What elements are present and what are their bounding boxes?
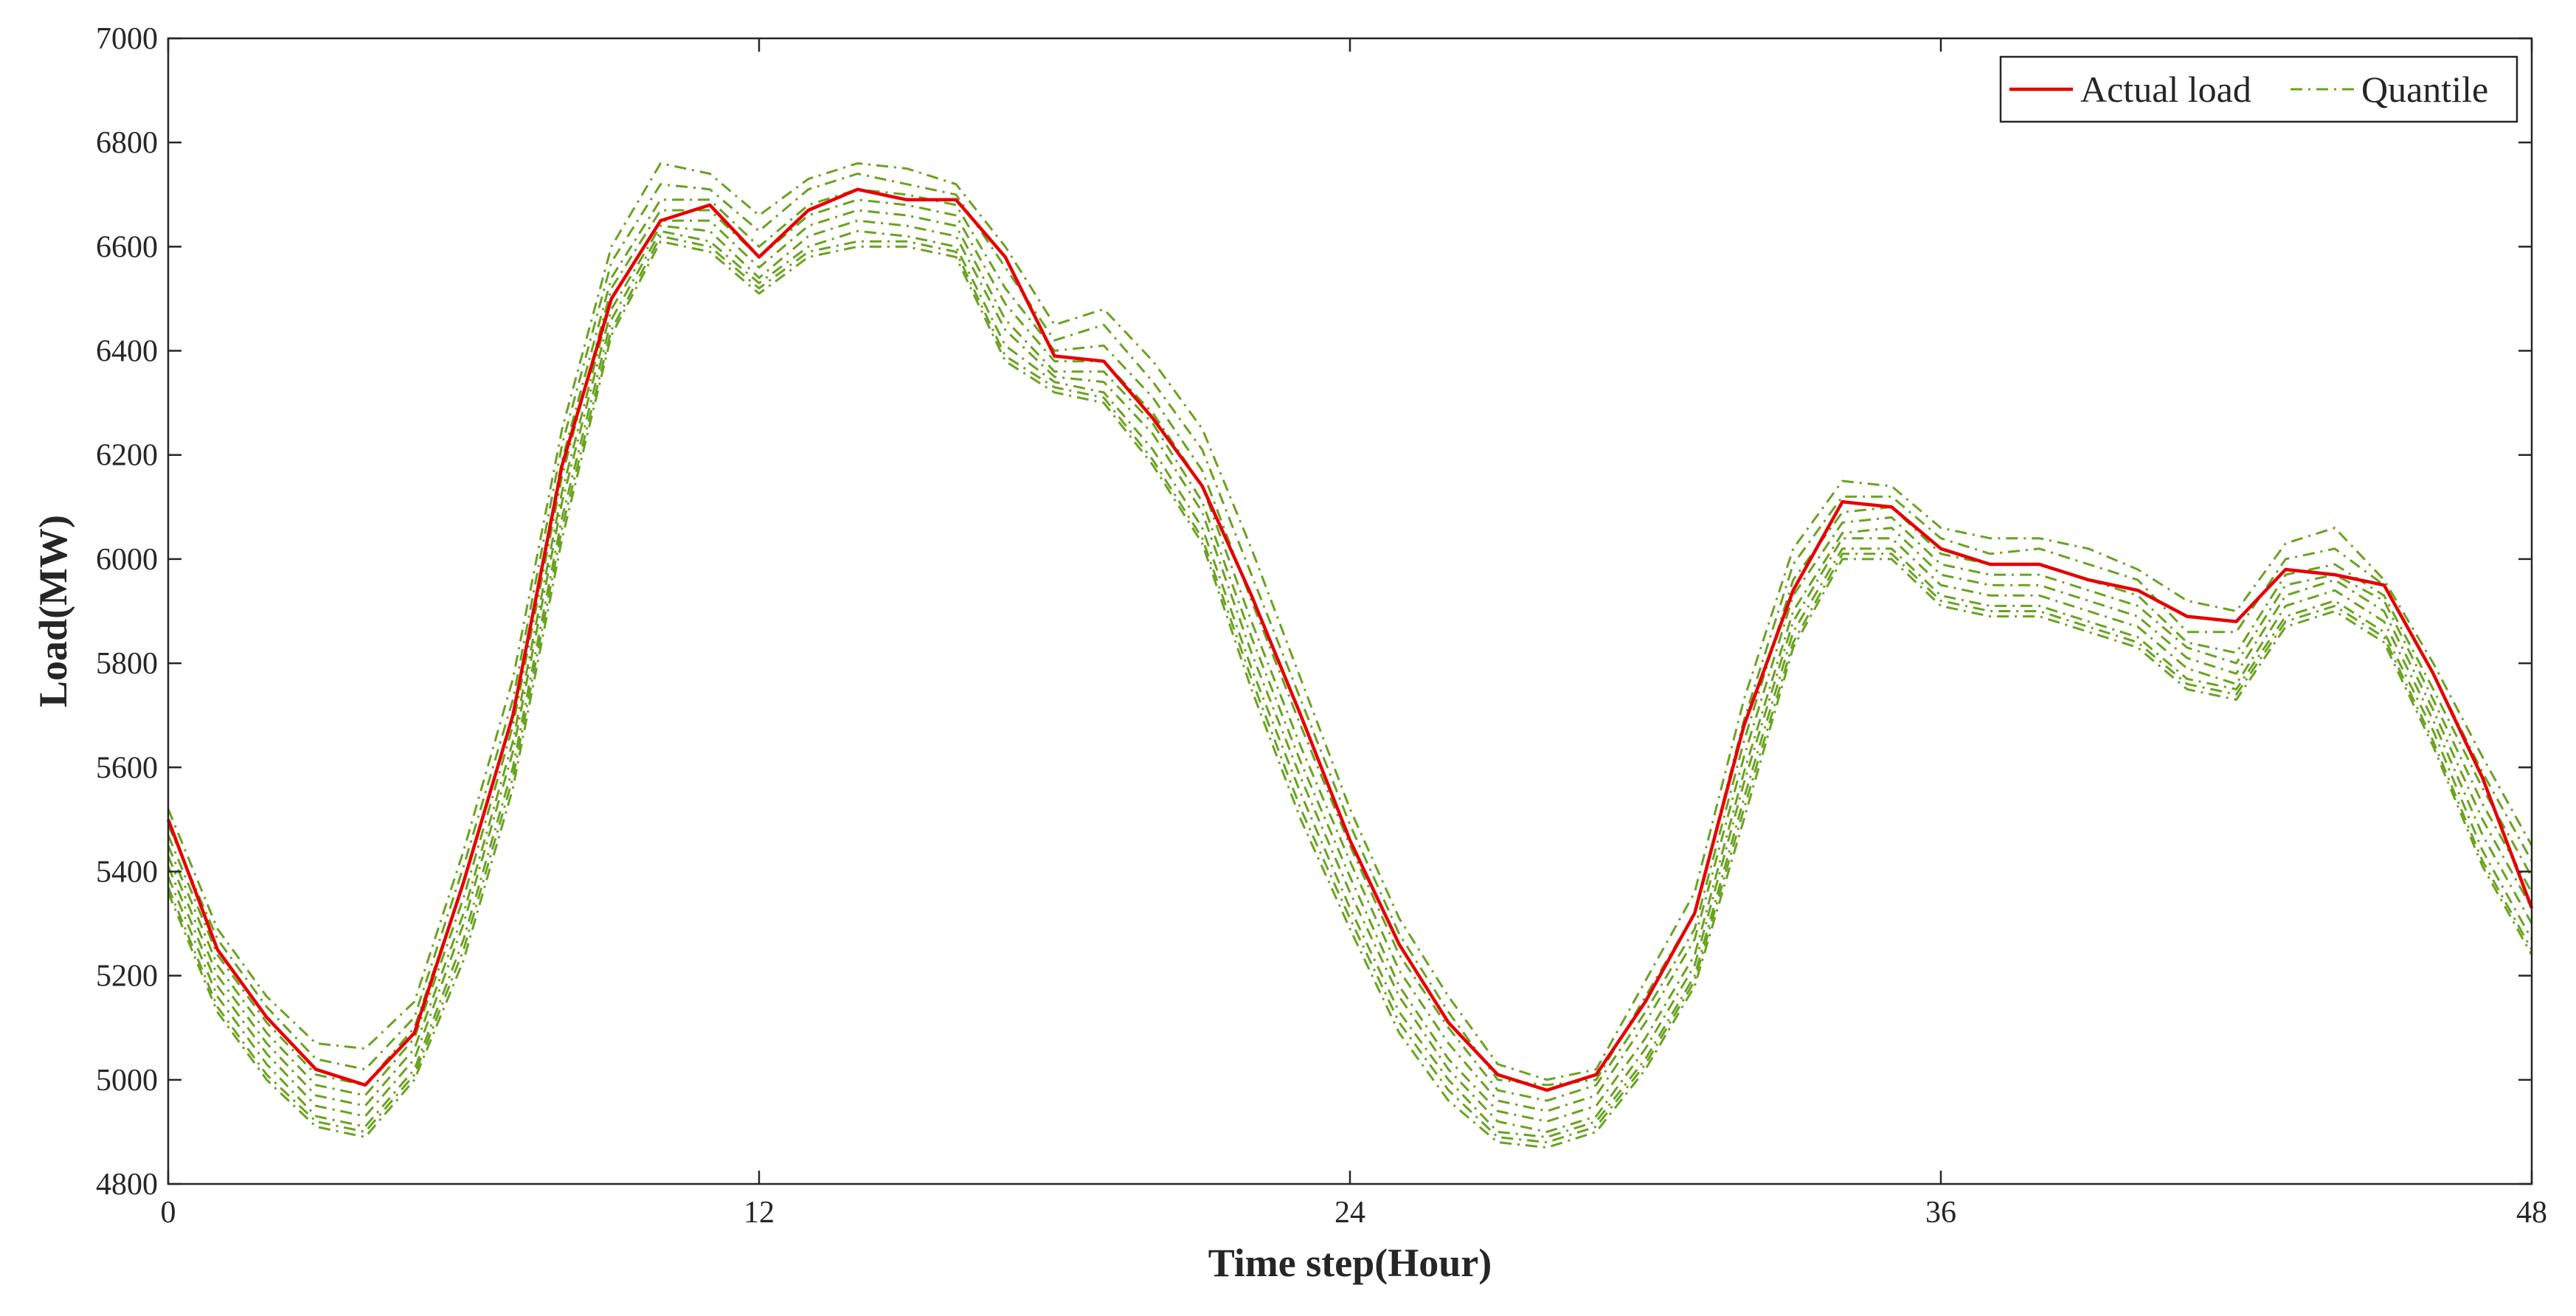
y-tick-label: 4800	[96, 1168, 158, 1202]
y-tick-label: 5000	[96, 1064, 158, 1098]
y-tick-label: 5400	[96, 855, 158, 889]
y-tick-label: 5200	[96, 960, 158, 994]
y-tick-label: 5600	[96, 751, 158, 785]
legend-label-actual-load: Actual load	[2080, 69, 2251, 110]
y-axis-title: Load(MW)	[31, 515, 75, 707]
y-tick-label: 6600	[96, 230, 158, 264]
y-tick-label: 5800	[96, 647, 158, 681]
y-tick-label: 6400	[96, 335, 158, 369]
y-tick-label: 6000	[96, 543, 158, 577]
quantile-line-9	[167, 240, 2533, 1149]
legend-box	[1999, 55, 2518, 123]
quantile-line-7	[167, 229, 2533, 1138]
x-tick-label: 0	[161, 1196, 176, 1230]
quantile-line-4	[167, 198, 2533, 1112]
x-tick-label: 48	[2516, 1196, 2547, 1230]
y-tick-label: 6200	[96, 439, 158, 473]
x-tick-label: 36	[1925, 1196, 1956, 1230]
legend-label-quantile: Quantile	[2361, 69, 2488, 110]
quantile-line-8	[167, 235, 2533, 1143]
y-axis: 4800 5000 5200 5400 5600 5800 6000 6200 6400 6600…	[96, 22, 2532, 1202]
x-axis: 0 12 24 36 48	[161, 38, 2547, 1230]
legend: Actual load Quantile	[1999, 55, 2518, 123]
x-tick-label: 12	[744, 1196, 775, 1230]
x-tick-label: 24	[1334, 1196, 1365, 1230]
quantile-line-1	[167, 162, 2533, 1081]
quantile-line-5	[167, 209, 2533, 1123]
y-tick-label: 6800	[96, 126, 158, 160]
quantile-line-2	[167, 173, 2533, 1087]
actual-load-line	[166, 187, 2534, 1092]
plot-lines	[166, 162, 2534, 1149]
quantile-line-6	[167, 219, 2533, 1133]
x-axis-title: Time step(Hour)	[1208, 1241, 1492, 1285]
y-tick-label: 7000	[96, 22, 158, 56]
quantile-line-3	[167, 188, 2533, 1102]
